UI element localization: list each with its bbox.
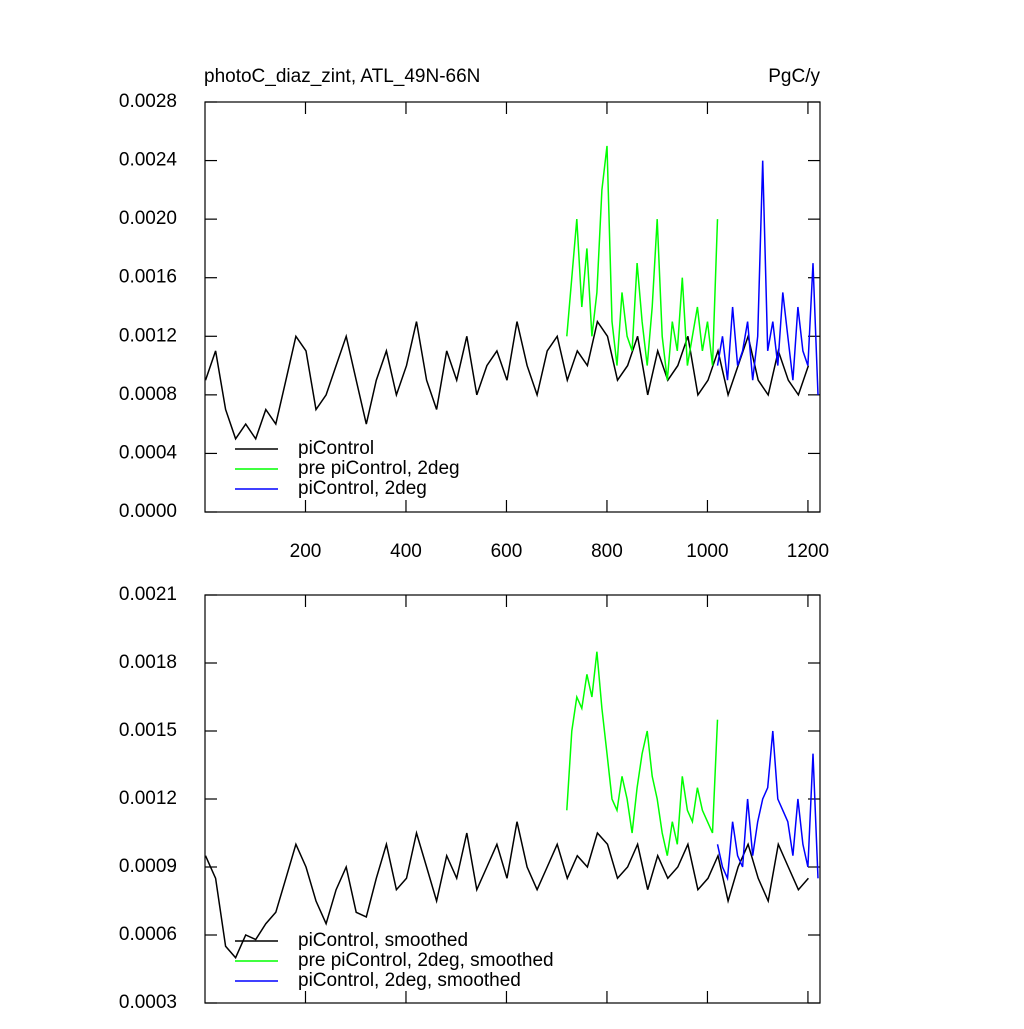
y-tick-label: 0.0021 — [119, 584, 177, 605]
y-tick-label: 0.0012 — [119, 325, 177, 346]
series-line — [566, 145, 719, 381]
series-line — [716, 730, 819, 882]
x-tick-label: 1200 — [787, 541, 829, 562]
y-tick-label: 0.0006 — [119, 924, 177, 945]
y-tick-label: 0.0020 — [119, 208, 177, 229]
y-tick-label: 0.0009 — [119, 856, 177, 877]
x-tick-label: 600 — [491, 541, 523, 562]
legend-label: piControl, 2deg, smoothed — [298, 970, 521, 991]
plot-frame — [204, 101, 821, 513]
unit-label: PgC/y — [768, 66, 820, 87]
legend-label: piControl, smoothed — [298, 930, 468, 951]
legend-label: pre piControl, 2deg, smoothed — [298, 950, 554, 971]
legend-label: piControl, 2deg — [298, 478, 427, 499]
y-tick-label: 0.0012 — [119, 788, 177, 809]
series-line — [204, 319, 810, 441]
y-tick-label: 0.0008 — [119, 384, 177, 405]
y-tick-label: 0.0028 — [119, 91, 177, 112]
y-tick-label: 0.0004 — [119, 442, 178, 463]
x-tick-label: 1000 — [686, 541, 728, 562]
x-tick-label: 800 — [591, 541, 623, 562]
y-tick-label: 0.0024 — [119, 150, 178, 171]
series-line — [716, 160, 819, 395]
y-tick-label: 0.0000 — [119, 501, 177, 522]
x-tick-label: 400 — [390, 541, 422, 562]
y-tick-label: 0.0016 — [119, 267, 177, 288]
series-line — [566, 651, 719, 856]
legend-label: pre piControl, 2deg — [298, 458, 460, 479]
y-tick-label: 0.0018 — [119, 652, 177, 673]
y-tick-label: 0.0015 — [119, 720, 177, 741]
legend-label: piControl — [298, 438, 374, 459]
y-tick-label: 0.0003 — [119, 992, 177, 1013]
series-line — [204, 821, 809, 960]
chart-title: photoC_diaz_zint, ATL_49N-66N — [204, 66, 480, 87]
x-tick-label: 200 — [290, 541, 322, 562]
